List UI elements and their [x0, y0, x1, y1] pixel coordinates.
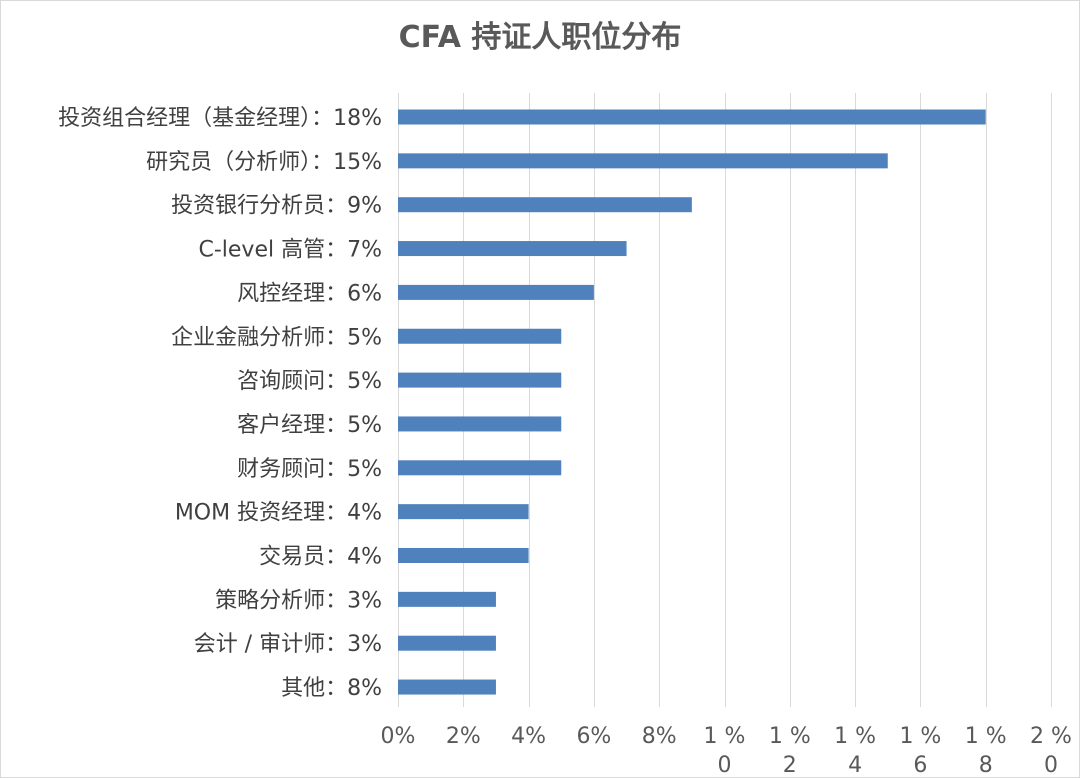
bar-0 [398, 109, 986, 125]
x-tick-label-7: 1 % 4 [834, 724, 876, 777]
bar-6 [398, 372, 562, 388]
bar-8 [398, 460, 562, 476]
category-label-11: 策略分析师：3% [215, 588, 382, 613]
bar-2 [398, 197, 692, 213]
x-tick-label-8: 1 % 6 [899, 724, 941, 777]
chart-title: CFA 持证人职位分布 [399, 20, 682, 55]
category-label-4: 风控经理：6% [237, 281, 382, 306]
bar-9 [398, 504, 529, 520]
x-tick-label-0: 0% [381, 724, 416, 749]
x-tick-label-5: 1 % 0 [704, 724, 746, 777]
bar-1 [398, 153, 888, 169]
category-label-13: 其他：8% [281, 676, 382, 701]
category-label-12: 会计 / 审计师：3% [194, 632, 382, 657]
x-tick-label-4: 8% [642, 724, 677, 749]
category-label-6: 咨询顾问：5% [237, 369, 382, 394]
bar-12 [398, 635, 496, 651]
bar-3 [398, 241, 627, 257]
x-tick-label-6: 1 % 2 [769, 724, 811, 777]
bars [398, 109, 986, 695]
bar-5 [398, 328, 562, 344]
bar-13 [398, 679, 496, 695]
x-tick-label-10: 2 % 0 [1030, 724, 1072, 777]
category-label-9: MOM 投资经理：4% [175, 501, 382, 526]
category-label-0: 投资组合经理（基金经理）：18% [58, 106, 382, 131]
x-tick-label-3: 6% [576, 724, 611, 749]
bar-4 [398, 284, 594, 300]
x-tick-label-1: 2% [446, 724, 481, 749]
x-tick-label-9: 1 % 8 [965, 724, 1007, 777]
category-label-8: 财务顾问：5% [237, 457, 382, 482]
bar-7 [398, 416, 562, 432]
x-tick-labels: 0% 2% 4% 6% 8% 1 % 0 1 % 2 1 % 4 1 % 6 1 % 8 2 % 0 [381, 724, 1072, 777]
x-tick-label-2: 4% [511, 724, 546, 749]
category-label-1: 研究员（分析师）：15% [146, 150, 382, 175]
category-label-5: 企业金融分析师：5% [171, 325, 382, 350]
category-label-7: 客户经理：5% [237, 413, 382, 438]
category-label-3: C-level 高管：7% [198, 238, 382, 263]
bar-11 [398, 591, 496, 607]
category-labels: 投资组合经理（基金经理）：18% 研究员（分析师）：15% 投资银行分析员：9% C-… [58, 106, 382, 701]
category-label-2: 投资银行分析员：9% [171, 194, 382, 219]
category-label-10: 交易员：4% [259, 545, 382, 570]
gridlines [398, 93, 1052, 707]
bar-10 [398, 548, 529, 563]
